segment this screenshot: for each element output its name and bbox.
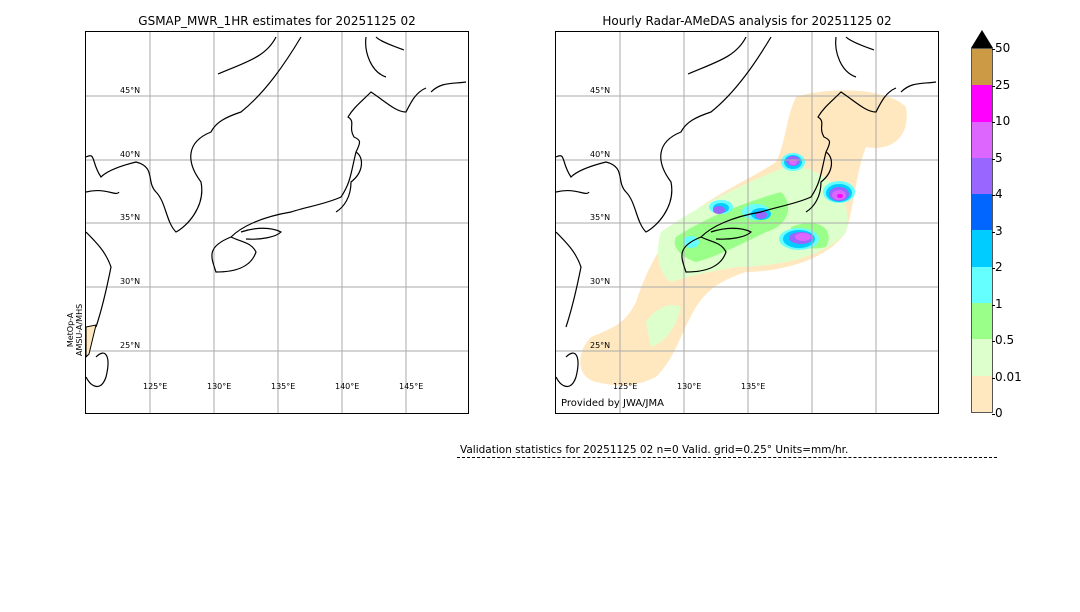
left-lat-label-35: 35°N xyxy=(120,213,141,222)
sensor-label: MetOp-A AMSU-A/MHS xyxy=(66,304,84,356)
right-lat-label-40: 40°N xyxy=(590,150,611,159)
colorbar-tick-0.01: 0.01 xyxy=(992,370,1022,384)
left-lat-label-45: 45°N xyxy=(120,86,141,95)
left-lon-label-140: 140°E xyxy=(335,382,360,391)
left-lon-label-135: 135°E xyxy=(271,382,296,391)
right-map: 45°N 40°N 35°N 30°N 25°N 125°E 130°E 135… xyxy=(555,31,939,414)
colorbar-tick-4: 4 xyxy=(992,187,1003,201)
colorbar-segment-2-3 xyxy=(972,230,992,267)
left-lon-label-145: 145°E xyxy=(399,382,424,391)
right-lon-label-125: 125°E xyxy=(613,382,638,391)
colorbar-segment-4-5 xyxy=(972,157,992,195)
right-lat-label-25: 25°N xyxy=(590,341,611,350)
colorbar-tick-0: 0 xyxy=(992,406,1003,420)
colorbar-segment-1-2 xyxy=(972,266,992,304)
colorbar-segment-10-25 xyxy=(972,85,992,122)
right-lon-label-135: 135°E xyxy=(741,382,766,391)
sensor-label-line1: MetOp-A xyxy=(66,312,75,348)
colorbar-segment-3-4 xyxy=(972,194,992,231)
colorbar xyxy=(971,48,993,413)
left-lat-label-30: 30°N xyxy=(120,277,141,286)
colorbar-extend-arrow xyxy=(971,30,993,48)
right-lat-label-30: 30°N xyxy=(590,277,611,286)
colorbar-segment-001-05 xyxy=(972,339,992,376)
left-lat-label-25: 25°N xyxy=(120,341,141,350)
colorbar-tick-50: 50 xyxy=(991,41,1011,55)
colorbar-segment-05-1 xyxy=(972,303,992,340)
colorbar-tick-2: 2 xyxy=(992,260,1003,274)
right-map-title: Hourly Radar-AMeDAS analysis for 2025112… xyxy=(602,14,892,28)
colorbar-tick-25: 25 xyxy=(991,78,1011,92)
colorbar-tick-1: 1 xyxy=(992,297,1003,311)
sensor-label-line2: AMSU-A/MHS xyxy=(75,303,84,356)
colorbar-segment-0-001 xyxy=(972,375,992,412)
colorbar-tick-10: 10 xyxy=(991,114,1011,128)
colorbar-tick-0.5: 0.5 xyxy=(991,333,1015,347)
dashed-divider xyxy=(457,457,997,458)
right-lon-label-130: 130°E xyxy=(677,382,702,391)
colorbar-tick-5: 5 xyxy=(992,151,1003,165)
data-credit: Provided by JWA/JMA xyxy=(561,398,664,409)
colorbar-segment-25-50 xyxy=(972,49,992,86)
right-map-graphics xyxy=(556,32,938,413)
colorbar-segment-5-10 xyxy=(972,121,992,158)
left-lon-label-130: 130°E xyxy=(207,382,232,391)
right-lat-label-45: 45°N xyxy=(590,86,611,95)
left-map-graphics xyxy=(86,32,468,413)
colorbar-tick-3: 3 xyxy=(992,224,1003,238)
left-lat-label-40: 40°N xyxy=(120,150,141,159)
validation-statistics: Validation statistics for 20251125 02 n=… xyxy=(460,444,849,456)
right-lat-label-35: 35°N xyxy=(590,213,611,222)
left-map-title: GSMAP_MWR_1HR estimates for 20251125 02 xyxy=(138,14,416,28)
left-map: 45°N 40°N 35°N 30°N 25°N 125°E 130°E 135… xyxy=(85,31,469,414)
left-lon-label-125: 125°E xyxy=(143,382,168,391)
